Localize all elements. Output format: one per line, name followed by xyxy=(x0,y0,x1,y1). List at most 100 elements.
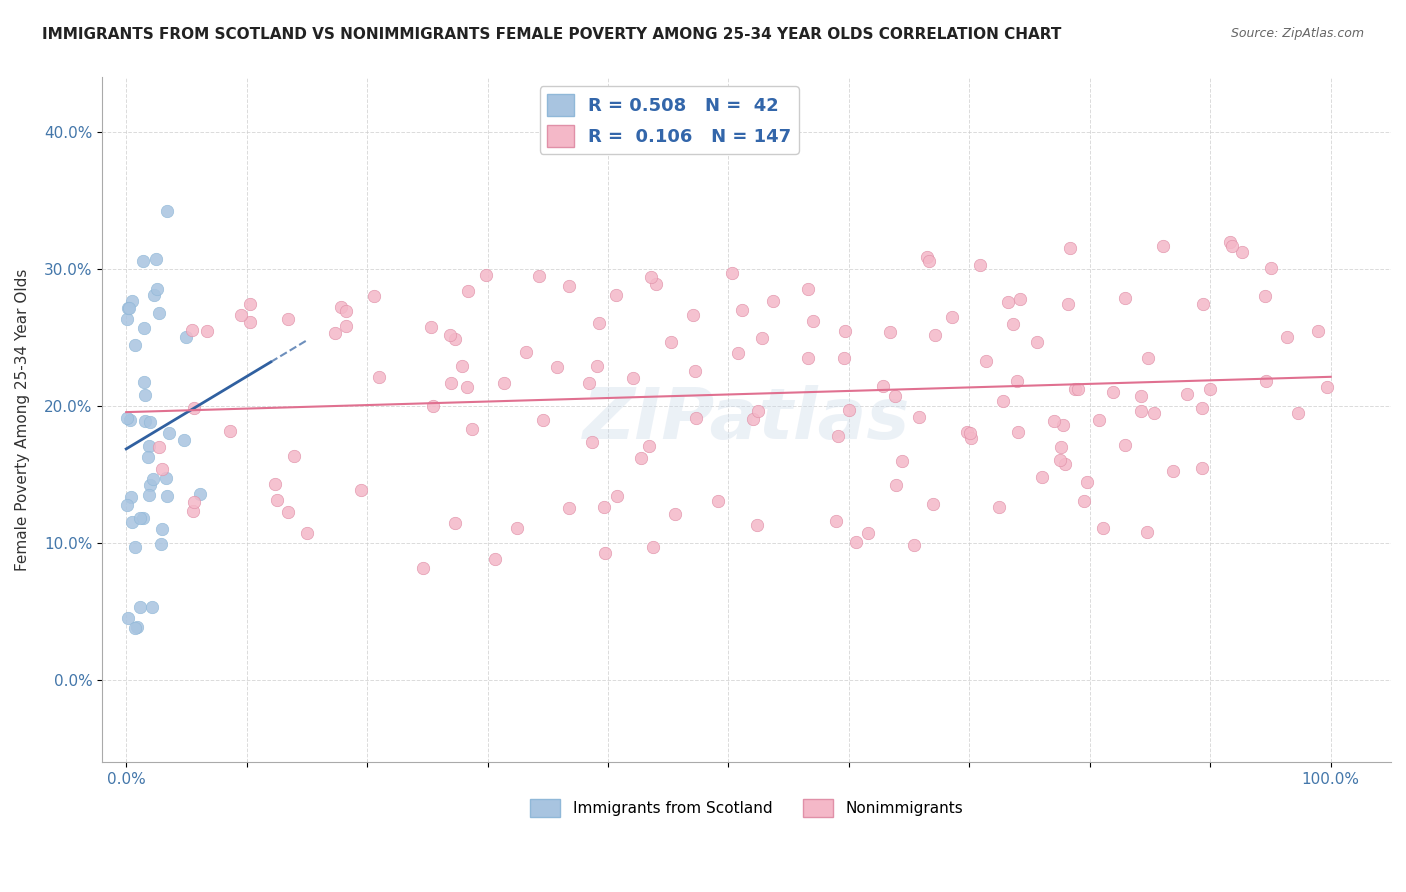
Point xyxy=(731,303,754,318)
Point xyxy=(644,277,666,291)
Point xyxy=(117,410,139,425)
Point xyxy=(720,266,742,280)
Point xyxy=(1191,401,1213,415)
Point xyxy=(797,282,820,296)
Point xyxy=(132,321,155,335)
Point xyxy=(181,323,204,337)
Point xyxy=(1102,385,1125,400)
Point xyxy=(664,507,686,521)
Point xyxy=(1129,389,1152,403)
Point xyxy=(443,516,465,530)
Point xyxy=(277,505,299,519)
Point xyxy=(134,388,156,402)
Text: Source: ZipAtlas.com: Source: ZipAtlas.com xyxy=(1230,27,1364,40)
Point xyxy=(176,330,198,344)
Point xyxy=(148,440,170,454)
Point xyxy=(941,310,963,324)
Point xyxy=(1230,245,1253,260)
Point xyxy=(146,281,169,295)
Point xyxy=(762,293,785,308)
Point xyxy=(1177,387,1199,401)
Point xyxy=(531,413,554,427)
Point xyxy=(456,379,478,393)
Point xyxy=(484,551,506,566)
Point xyxy=(335,304,357,318)
Point xyxy=(127,620,149,634)
Point xyxy=(474,268,496,283)
Point xyxy=(117,311,139,326)
Point xyxy=(443,332,465,346)
Point xyxy=(149,537,172,551)
Point xyxy=(546,359,568,374)
Y-axis label: Female Poverty Among 25-34 Year Olds: Female Poverty Among 25-34 Year Olds xyxy=(15,268,30,571)
Point xyxy=(515,345,537,359)
Point xyxy=(1191,461,1213,475)
Point xyxy=(974,354,997,368)
Point xyxy=(1136,524,1159,539)
Point xyxy=(363,289,385,303)
Point xyxy=(745,517,768,532)
Point xyxy=(991,393,1014,408)
Point xyxy=(1308,324,1330,338)
Point xyxy=(558,279,581,293)
Point xyxy=(422,399,444,413)
Point xyxy=(960,431,983,445)
Point xyxy=(120,490,142,504)
Point xyxy=(218,424,240,438)
Point xyxy=(1026,334,1049,349)
Point xyxy=(129,599,152,614)
Point xyxy=(884,478,907,492)
Point xyxy=(879,325,901,339)
Point xyxy=(685,410,707,425)
Point xyxy=(1316,380,1339,394)
Point xyxy=(683,364,706,378)
Point xyxy=(121,293,143,308)
Point xyxy=(1254,289,1277,303)
Point xyxy=(183,494,205,508)
Point xyxy=(641,540,664,554)
Point xyxy=(1063,382,1085,396)
Legend: Immigrants from Scotland, Nonimmigrants: Immigrants from Scotland, Nonimmigrants xyxy=(523,792,969,823)
Point xyxy=(1042,414,1064,428)
Point xyxy=(1219,235,1241,249)
Point xyxy=(747,404,769,418)
Point xyxy=(173,433,195,447)
Point xyxy=(492,376,515,390)
Point xyxy=(751,331,773,345)
Point xyxy=(132,511,155,525)
Point xyxy=(134,414,156,428)
Point xyxy=(1002,317,1025,331)
Point xyxy=(1191,297,1213,311)
Point xyxy=(834,324,856,338)
Point xyxy=(581,434,603,449)
Point xyxy=(959,425,981,440)
Point xyxy=(132,375,155,389)
Point xyxy=(181,504,204,518)
Point xyxy=(838,402,860,417)
Point xyxy=(506,521,529,535)
Point xyxy=(621,370,644,384)
Point xyxy=(195,324,218,338)
Point xyxy=(1275,330,1298,344)
Point xyxy=(350,483,373,497)
Point xyxy=(640,270,662,285)
Point xyxy=(1260,261,1282,276)
Point xyxy=(1091,521,1114,535)
Point xyxy=(239,297,262,311)
Point xyxy=(368,370,391,384)
Point xyxy=(1005,374,1028,388)
Point xyxy=(295,526,318,541)
Point xyxy=(323,326,346,340)
Point xyxy=(124,338,146,352)
Point xyxy=(1057,297,1080,311)
Point xyxy=(129,511,152,525)
Point xyxy=(593,545,616,559)
Point xyxy=(239,315,262,329)
Point xyxy=(266,492,288,507)
Point xyxy=(124,541,146,555)
Point xyxy=(1073,494,1095,508)
Point xyxy=(277,311,299,326)
Point xyxy=(1059,241,1081,255)
Point xyxy=(872,378,894,392)
Point xyxy=(921,497,943,511)
